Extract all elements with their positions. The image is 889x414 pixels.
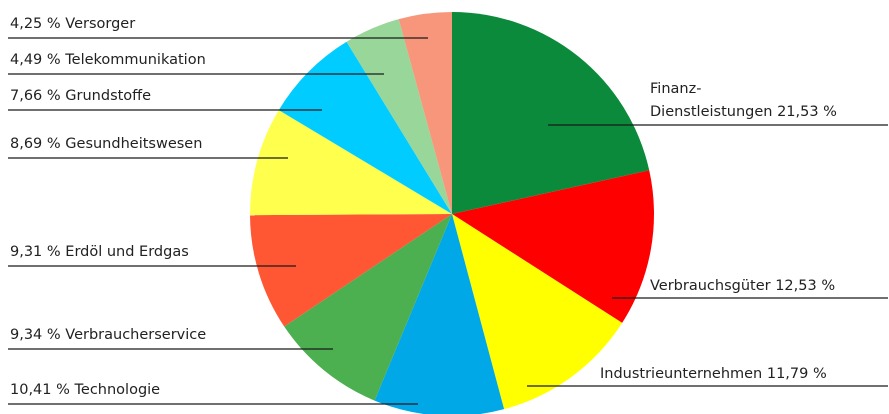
slice-label-9: 4,49 % Telekommunikation xyxy=(10,52,206,68)
pie-slice-4 xyxy=(374,214,505,414)
slice-label-2: Verbrauchsgüter 12,53 % xyxy=(650,278,835,294)
pie-slice-9 xyxy=(346,19,452,214)
pie-slice-7 xyxy=(249,110,452,216)
pie-slices xyxy=(249,12,654,414)
slice-label-8: 7,66 % Grundstoffe xyxy=(10,88,151,104)
slice-label-10: 4,25 % Versorger xyxy=(10,16,135,32)
slice-label-7: 8,69 % Gesundheitswesen xyxy=(10,136,202,152)
slice-label-5: 9,34 % Verbraucherservice xyxy=(10,327,206,343)
slice-label-6: 9,31 % Erdöl und Erdgas xyxy=(10,244,189,260)
pie-slice-3 xyxy=(452,214,623,410)
leader-lines xyxy=(8,37,888,405)
pie-slice-2 xyxy=(452,170,654,323)
pie-slice-6 xyxy=(250,214,452,327)
slice-label-1-line-1: Finanz- xyxy=(650,81,701,97)
pie-slice-10 xyxy=(398,12,452,214)
pie-slice-5 xyxy=(284,214,452,401)
slice-label-4: 10,41 % Technologie xyxy=(10,382,160,398)
pie-slice-1 xyxy=(452,12,650,214)
slice-label-1-line-2: Dienstleistungen 21,53 % xyxy=(650,104,837,120)
pie-slice-8 xyxy=(278,41,452,215)
slice-label-3: Industrieunternehmen 11,79 % xyxy=(600,366,827,382)
slice-labels: Finanz- Dienstleistungen 21,53 % Verbrauch… xyxy=(10,16,837,398)
